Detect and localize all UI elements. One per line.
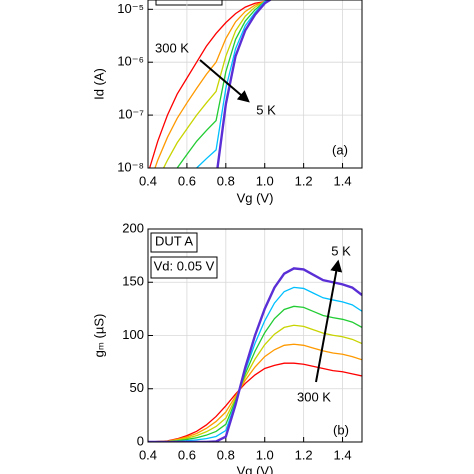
plot-area bbox=[148, 0, 273, 168]
line-series bbox=[148, 0, 272, 168]
y-tick-label: 50 bbox=[130, 380, 144, 395]
x-tick-label: 0.4 bbox=[139, 447, 157, 462]
y-tick-label: 10⁻⁵ bbox=[117, 1, 144, 16]
legend-box-fragment bbox=[155, 0, 223, 6]
y-tick-label: 10⁻⁷ bbox=[118, 107, 144, 122]
plot-area bbox=[148, 267, 362, 442]
line-series bbox=[148, 324, 362, 442]
x-tick-label: 0.8 bbox=[217, 447, 235, 462]
line-series bbox=[148, 362, 362, 442]
annotation-box bbox=[150, 256, 218, 279]
x-tick-label: 1.0 bbox=[256, 173, 274, 188]
y-tick-label: 150 bbox=[122, 274, 144, 289]
y-axis-label: Id (A) bbox=[91, 68, 106, 100]
line-series bbox=[148, 343, 362, 442]
x-axis-label: Vg (V) bbox=[237, 190, 274, 205]
annotation-arrow bbox=[199, 59, 250, 103]
annotation: 300 K bbox=[155, 40, 189, 55]
x-tick-label: 0.6 bbox=[178, 173, 196, 188]
x-tick-label: 0.8 bbox=[217, 173, 235, 188]
y-tick-label: 200 bbox=[122, 220, 144, 235]
x-tick-label: 0.6 bbox=[178, 447, 196, 462]
y-axis-label: gₘ (µS) bbox=[91, 314, 106, 358]
annotation: (b) bbox=[333, 422, 349, 437]
annotation-arrow bbox=[315, 259, 343, 383]
line-series bbox=[148, 305, 362, 442]
x-tick-label: 1.0 bbox=[256, 447, 274, 462]
line-series bbox=[148, 267, 362, 442]
annotation: DUT A bbox=[155, 233, 193, 248]
x-tick-label: 1.4 bbox=[334, 173, 352, 188]
line-series bbox=[176, 0, 272, 168]
x-tick-label: 0.4 bbox=[139, 173, 157, 188]
annotation-box bbox=[150, 232, 198, 253]
axes-frame bbox=[147, 0, 363, 169]
annotation: (a) bbox=[332, 142, 348, 157]
line-series bbox=[162, 0, 272, 168]
axes-frame bbox=[147, 228, 363, 443]
y-tick-label: 10⁻⁶ bbox=[117, 54, 144, 69]
annotation: 5 K bbox=[331, 243, 351, 258]
x-axis-label: Vg (V) bbox=[237, 463, 274, 474]
y-tick-label: 0 bbox=[137, 433, 144, 448]
line-series bbox=[195, 0, 270, 168]
annotation: Vd: 0.05 V bbox=[154, 258, 215, 273]
line-series bbox=[216, 0, 273, 168]
x-tick-label: 1.4 bbox=[334, 447, 352, 462]
annotation: 5 K bbox=[256, 102, 276, 117]
y-tick-label: 100 bbox=[122, 327, 144, 342]
annotation: 300 K bbox=[297, 389, 331, 404]
x-tick-label: 1.2 bbox=[295, 447, 313, 462]
line-series bbox=[154, 0, 272, 168]
y-tick-label: 10⁻⁸ bbox=[117, 159, 144, 174]
x-tick-label: 1.2 bbox=[295, 173, 313, 188]
